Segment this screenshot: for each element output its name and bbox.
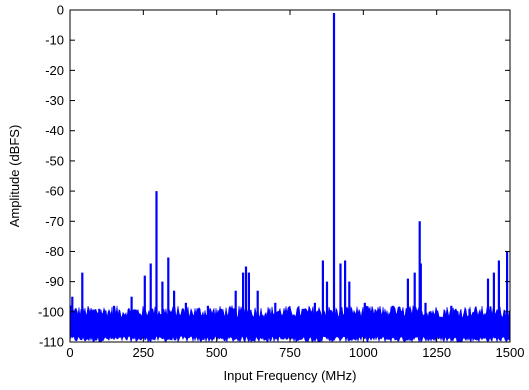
x-axis-label: Input Frequency (MHz) <box>224 368 357 383</box>
noise-floor-trace <box>69 304 511 344</box>
plot-frame <box>69 9 511 343</box>
y-tick-label: -70 <box>45 214 64 229</box>
x-tick-label: 1250 <box>422 345 451 360</box>
y-tick-label: -90 <box>45 274 64 289</box>
y-axis-label: Amplitude (dBFS) <box>7 125 22 228</box>
y-tick-label: -20 <box>45 63 64 78</box>
y-tick-label: -10 <box>45 33 64 48</box>
x-tick-label: 750 <box>279 345 301 360</box>
x-tick-label: 250 <box>132 345 154 360</box>
y-tick-label: -110 <box>39 335 64 350</box>
x-tick-label: 1000 <box>349 345 378 360</box>
y-tick-label: -30 <box>45 93 64 108</box>
y-tick-label: -40 <box>45 123 64 138</box>
y-tick-label: 0 <box>57 3 64 18</box>
x-tick-label: 1500 <box>496 345 525 360</box>
y-tick-label: -100 <box>38 304 64 319</box>
x-tick-label: 0 <box>66 345 73 360</box>
y-tick-label: -60 <box>45 184 64 199</box>
x-tick-label: 500 <box>206 345 228 360</box>
data-layer <box>69 13 511 344</box>
y-tick-label: -50 <box>45 153 64 168</box>
y-tick-label: -80 <box>45 244 64 259</box>
